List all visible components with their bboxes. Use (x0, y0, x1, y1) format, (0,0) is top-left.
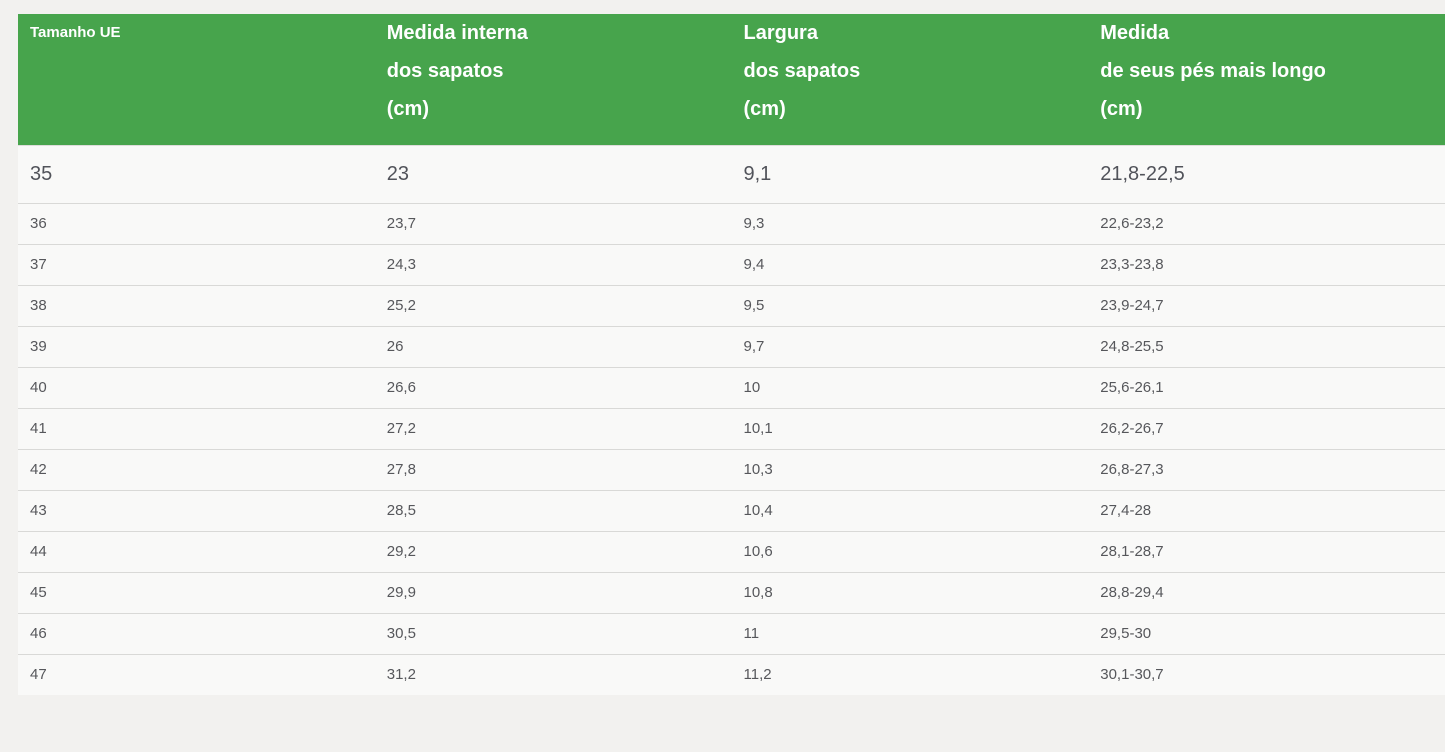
table-cell: 29,5-30 (1088, 612, 1445, 654)
table-cell: 43 (18, 489, 375, 531)
col-header-largura: Largura dos sapatos (cm) (731, 14, 1089, 145)
col-header-medida-interna: Medida interna dos sapatos (cm) (374, 14, 732, 145)
table-cell: 11 (731, 612, 1089, 654)
table-body: 35 23 9,1 21,8-22,5 36 23,7 9,3 22,6-23,2 37 24,3… (18, 144, 1445, 695)
table-cell: 10 (731, 366, 1089, 408)
table-cell: 23,7 (374, 202, 732, 244)
table-cell: 24,8-25,5 (1088, 325, 1445, 367)
table-cell: 39 (18, 325, 375, 367)
table-cell: 23,3-23,8 (1088, 243, 1445, 285)
table-cell: 9,1 (731, 144, 1089, 203)
table-cell: 29,2 (374, 530, 732, 572)
table-row: 42 27,8 10,3 26,8-27,3 (18, 448, 1445, 490)
table-row: 39 26 9,7 24,8-25,5 (18, 325, 1445, 367)
table-cell: 9,4 (731, 243, 1089, 285)
col-header-medida-pes: Medida de seus pés mais longo (cm) (1088, 14, 1445, 145)
table-cell: 26,2-26,7 (1088, 407, 1445, 449)
shoe-size-table: Tamanho UE Medida interna dos sapatos (c… (18, 14, 1445, 695)
table-row: 38 25,2 9,5 23,9-24,7 (18, 284, 1445, 326)
table-cell: 29,9 (374, 571, 732, 613)
table-cell: 30,5 (374, 612, 732, 654)
table-row: 44 29,2 10,6 28,1-28,7 (18, 530, 1445, 572)
table-cell: 31,2 (374, 653, 732, 695)
table-cell: 11,2 (731, 653, 1089, 695)
col-header-label-line: (cm) (743, 98, 786, 120)
header-row: Tamanho UE Medida interna dos sapatos (c… (18, 14, 1445, 145)
table-cell: 26,6 (374, 366, 732, 408)
col-header-label-line: Largura (743, 22, 818, 44)
table-cell: 40 (18, 366, 375, 408)
table-cell: 37 (18, 243, 375, 285)
table-row: 47 31,2 11,2 30,1-30,7 (18, 653, 1445, 695)
table-cell: 46 (18, 612, 375, 654)
table-cell: 35 (18, 144, 375, 203)
table-row: 45 29,9 10,8 28,8-29,4 (18, 571, 1445, 613)
col-header-label-line: (cm) (1100, 98, 1143, 120)
table-cell: 27,2 (374, 407, 732, 449)
table-cell: 28,1-28,7 (1088, 530, 1445, 572)
table-cell: 9,7 (731, 325, 1089, 367)
col-header-label-line: Medida (1100, 22, 1170, 44)
page: Tamanho UE Medida interna dos sapatos (c… (0, 14, 1445, 752)
table-cell: 25,2 (374, 284, 732, 326)
table-cell: 42 (18, 448, 375, 490)
table-cell: 30,1-30,7 (1088, 653, 1445, 695)
table-cell: 28,5 (374, 489, 732, 531)
table-cell: 27,4-28 (1088, 489, 1445, 531)
table-cell: 38 (18, 284, 375, 326)
table-cell: 45 (18, 571, 375, 613)
table-row: 36 23,7 9,3 22,6-23,2 (18, 202, 1445, 244)
table-cell: 26,8-27,3 (1088, 448, 1445, 490)
table-cell: 22,6-23,2 (1088, 202, 1445, 244)
table-cell: 36 (18, 202, 375, 244)
table-row: 41 27,2 10,1 26,2-26,7 (18, 407, 1445, 449)
table-cell: 9,3 (731, 202, 1089, 244)
table-cell: 10,8 (731, 571, 1089, 613)
table-cell: 10,1 (731, 407, 1089, 449)
col-header-label-line: dos sapatos (743, 60, 861, 82)
table-cell: 41 (18, 407, 375, 449)
table-cell: 10,6 (731, 530, 1089, 572)
table-cell: 26 (374, 325, 732, 367)
col-header-label-line: dos sapatos (386, 60, 504, 82)
table-row: 43 28,5 10,4 27,4-28 (18, 489, 1445, 531)
table-cell: 27,8 (374, 448, 732, 490)
table-cell: 23,9-24,7 (1088, 284, 1445, 326)
table-row: 35 23 9,1 21,8-22,5 (18, 144, 1445, 203)
table-cell: 10,4 (731, 489, 1089, 531)
col-header-tamanho-ue: Tamanho UE (18, 14, 375, 145)
table-cell: 24,3 (374, 243, 732, 285)
table-cell: 25,6-26,1 (1088, 366, 1445, 408)
col-header-label-line: (cm) (386, 98, 429, 120)
table-cell: 10,3 (731, 448, 1089, 490)
table-cell: 28,8-29,4 (1088, 571, 1445, 613)
table-row: 37 24,3 9,4 23,3-23,8 (18, 243, 1445, 285)
col-header-label-line: de seus pés mais longo (1100, 60, 1326, 82)
table-cell: 9,5 (731, 284, 1089, 326)
table-cell: 21,8-22,5 (1088, 144, 1445, 203)
table-cell: 23 (374, 144, 732, 203)
col-header-label: Tamanho UE (30, 24, 121, 41)
col-header-label-line: Medida interna (386, 22, 528, 44)
table-row: 40 26,6 10 25,6-26,1 (18, 366, 1445, 408)
table-row: 46 30,5 11 29,5-30 (18, 612, 1445, 654)
table-cell: 47 (18, 653, 375, 695)
table-header: Tamanho UE Medida interna dos sapatos (c… (18, 14, 1445, 145)
table-cell: 44 (18, 530, 375, 572)
